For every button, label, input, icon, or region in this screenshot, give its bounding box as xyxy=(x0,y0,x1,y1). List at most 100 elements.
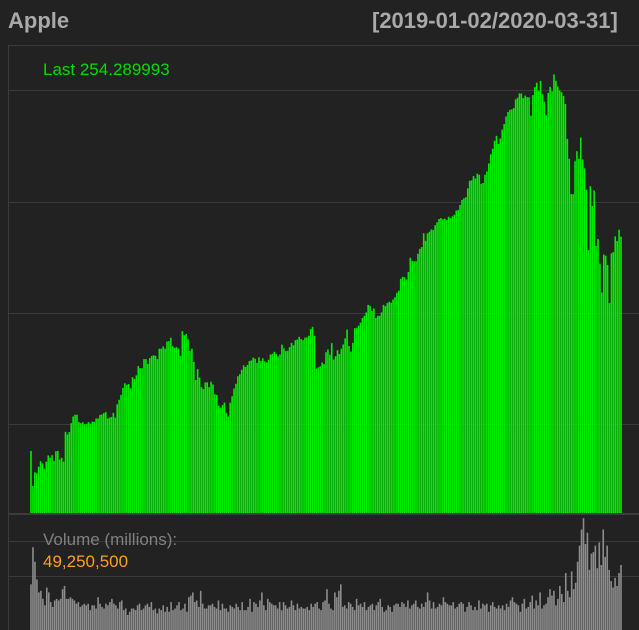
price-bar xyxy=(41,463,44,513)
price-bar xyxy=(390,302,392,513)
price-bar xyxy=(560,92,563,513)
volume-bar xyxy=(541,608,543,630)
price-bar xyxy=(143,359,145,513)
price-bar xyxy=(432,230,435,513)
volume-bar xyxy=(324,600,326,630)
price-bar xyxy=(133,378,136,513)
price-bar xyxy=(447,216,450,514)
volume-bar xyxy=(314,603,316,630)
price-bar xyxy=(104,412,107,513)
price-bar xyxy=(158,348,161,513)
volume-bar xyxy=(126,614,129,630)
price-bar xyxy=(261,358,264,513)
volume-bar xyxy=(379,598,382,630)
price-bar xyxy=(279,354,281,513)
volume-bar xyxy=(107,605,109,630)
volume-bar xyxy=(170,602,172,630)
volume-bar xyxy=(525,608,528,630)
price-bar xyxy=(58,459,61,513)
volume-bar xyxy=(57,600,60,630)
volume-bar xyxy=(568,597,571,630)
price-bar xyxy=(135,375,138,513)
price-bar xyxy=(85,423,88,513)
volume-bar xyxy=(53,600,56,630)
price-bar xyxy=(514,99,517,514)
price-bar xyxy=(214,394,216,513)
price-bar xyxy=(258,357,260,513)
price-bar xyxy=(311,326,314,513)
price-bar xyxy=(551,91,553,514)
volume-bar xyxy=(397,603,399,630)
volume-bar xyxy=(606,545,608,630)
volume-bar xyxy=(83,603,86,630)
volume-bar xyxy=(71,598,74,630)
volume-bar xyxy=(545,603,547,630)
date-range-label: [2019-01-02/2020-03-31] xyxy=(372,8,618,33)
volume-bar xyxy=(207,605,210,630)
price-bar xyxy=(365,312,368,513)
volume-bar xyxy=(336,597,338,630)
volume-bar xyxy=(349,603,352,630)
volume-bar xyxy=(101,606,103,630)
volume-bar xyxy=(288,606,291,630)
price-bar xyxy=(216,394,218,513)
volume-bar xyxy=(403,603,405,630)
volume-bar xyxy=(377,602,380,630)
price-bar xyxy=(352,342,354,513)
price-bar xyxy=(76,414,78,513)
price-bar xyxy=(242,365,245,513)
volume-bar xyxy=(322,602,324,630)
price-bar xyxy=(55,451,57,513)
price-bar xyxy=(453,214,456,514)
price-bar xyxy=(503,124,505,513)
price-bar xyxy=(309,329,312,513)
volume-bar xyxy=(424,602,427,630)
volume-bar xyxy=(245,610,247,630)
price-bar xyxy=(237,376,239,513)
price-bar xyxy=(131,377,134,513)
volume-bar xyxy=(294,610,297,630)
price-bar xyxy=(219,407,222,513)
volume-bar xyxy=(529,602,532,630)
volume-bar xyxy=(162,605,165,630)
price-bar xyxy=(35,473,38,513)
volume-bar xyxy=(203,608,206,630)
volume-bar xyxy=(197,606,200,630)
price-bar xyxy=(581,159,584,513)
volume-bar xyxy=(278,602,281,630)
price-bar xyxy=(495,135,498,513)
volume-series xyxy=(30,518,622,630)
volume-bar xyxy=(385,610,387,630)
volume-bar xyxy=(537,605,539,630)
price-bar xyxy=(269,354,272,513)
price-bar xyxy=(39,461,42,513)
volume-bar xyxy=(111,598,113,630)
price-bar xyxy=(620,236,622,513)
price-bar xyxy=(265,362,268,513)
price-bar xyxy=(549,86,551,514)
price-bar xyxy=(125,384,128,513)
price-bar xyxy=(193,362,195,513)
price-bar xyxy=(601,292,603,513)
price-bar xyxy=(166,341,168,513)
price-bar xyxy=(518,93,521,514)
volume-bar xyxy=(411,605,413,630)
volume-bar xyxy=(292,605,295,630)
volume-bar xyxy=(491,602,494,630)
price-bar xyxy=(223,402,226,513)
volume-bar xyxy=(503,610,506,630)
volume-bar xyxy=(174,608,176,630)
price-bar xyxy=(449,218,452,513)
price-bar xyxy=(338,354,341,513)
price-bar xyxy=(553,74,555,514)
price-bar xyxy=(445,219,448,513)
price-bar xyxy=(443,218,446,513)
volume-bar xyxy=(247,606,249,630)
volume-bar xyxy=(67,598,70,630)
volume-bar xyxy=(513,602,516,630)
price-bar xyxy=(417,253,419,513)
price-bar xyxy=(198,377,201,513)
volume-bar xyxy=(549,589,551,630)
price-bar xyxy=(191,348,193,513)
volume-bar xyxy=(320,610,322,630)
